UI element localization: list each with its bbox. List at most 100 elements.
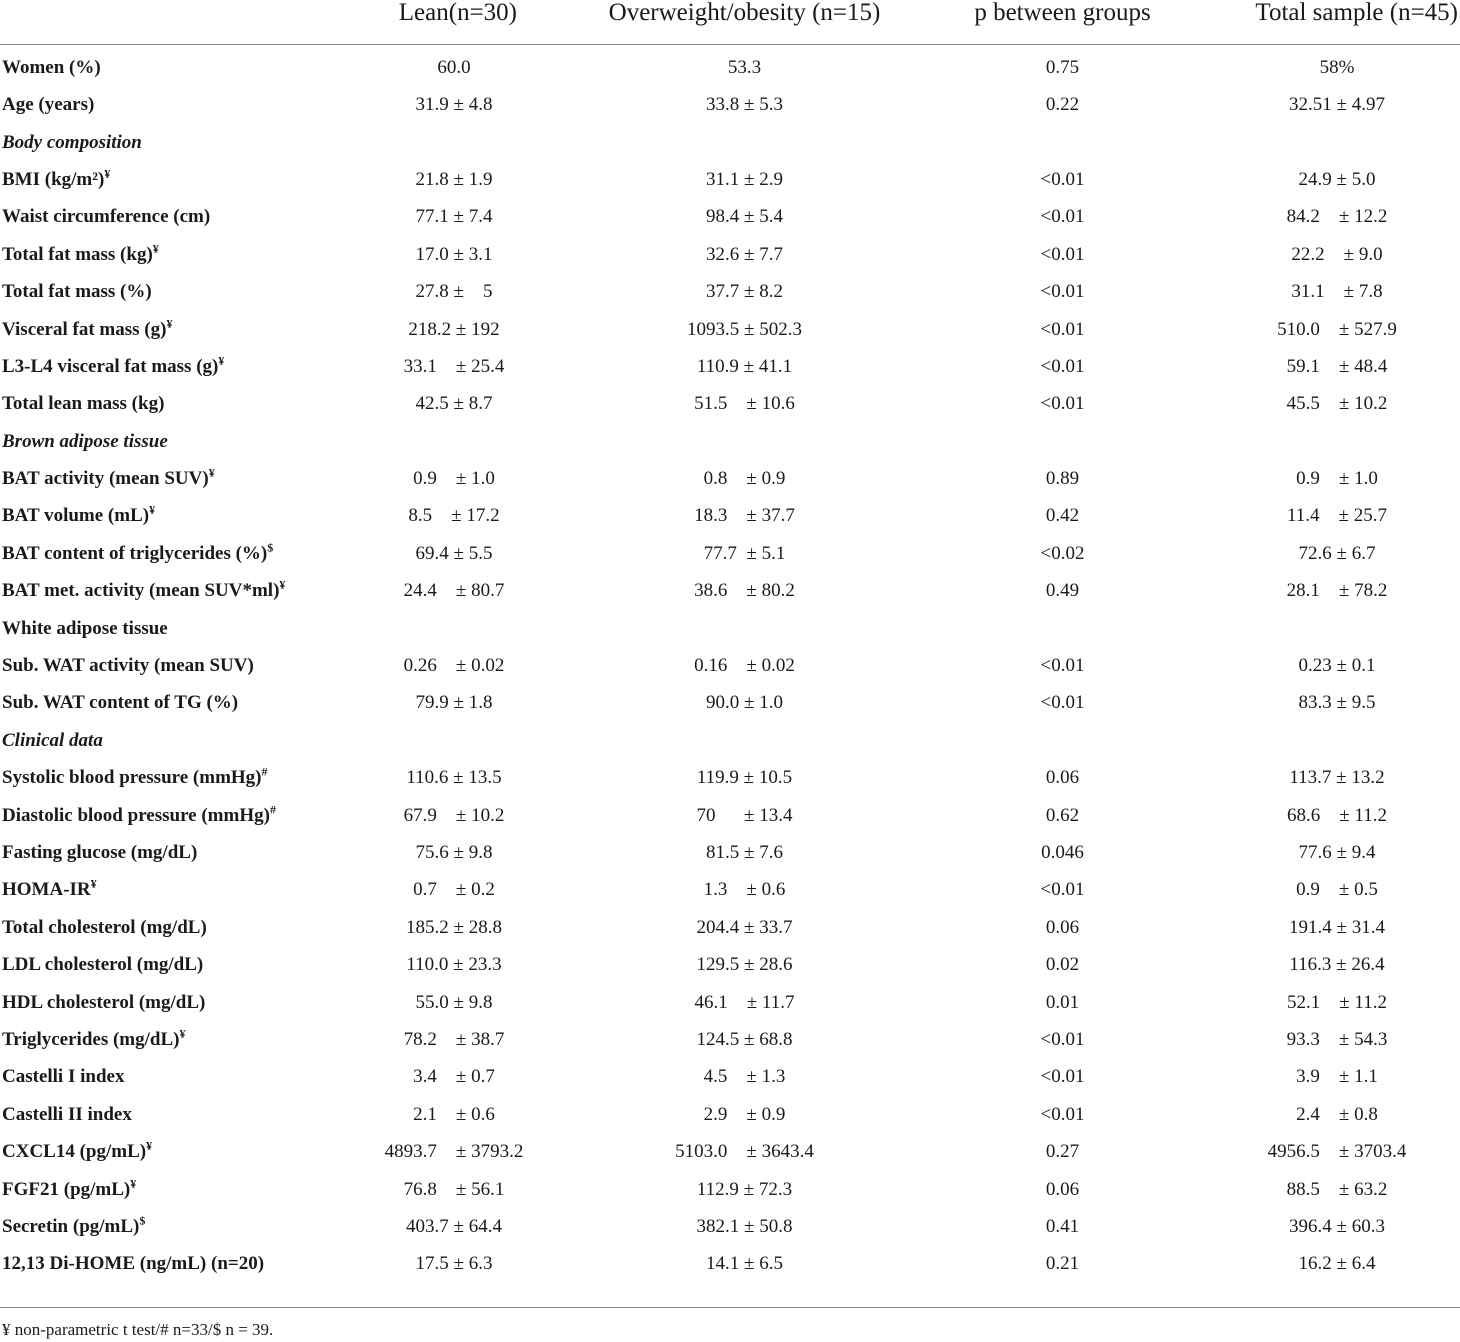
table-row: Age (years) 31.9 ± 4.8 33.8 ± 5.3 0.22 32.51… — [0, 86, 1460, 123]
table-row: BAT activity (mean SUV)¥ 0.9 ± 1.0 0.8 ± 0… — [0, 460, 1460, 497]
value-p: 0.22 — [1045, 94, 1080, 116]
row-label-cell: Sub. WAT activity (mean SUV) — [0, 647, 330, 684]
value-overweight-obesity: 0.8 ± 0.9 — [703, 468, 786, 490]
value-lean: 33.1 ± 25.4 — [403, 355, 505, 377]
value-total: 113.7 ± 13.2 — [1289, 767, 1385, 789]
value-lean: 79.9 ± 1.8 — [415, 692, 493, 714]
row-label: BAT activity (mean SUV) — [2, 468, 209, 490]
footnote-marker: ¥ — [218, 353, 225, 368]
row-label-cell: Total fat mass (kg)¥ — [0, 236, 330, 273]
row-label-cell: HDL cholesterol (mg/dL) — [0, 983, 330, 1020]
table-row: CXCL14 (pg/mL)¥ 4893.7 ± 3793.2 5103.0 ± 3… — [0, 1133, 1460, 1170]
footnote-marker: ¥ — [130, 1176, 137, 1191]
value-lean: 27.8 ± 5 — [415, 281, 493, 303]
row-label: Secretin (pg/mL) — [2, 1215, 140, 1237]
value-p: <0.01 — [1040, 655, 1085, 677]
table-row: FGF21 (pg/mL)¥ 76.8 ± 56.1 112.9 ± 72.3 0.0… — [0, 1170, 1460, 1207]
row-label-cell: HOMA-IR¥ — [0, 871, 330, 908]
value-lean: 8.5 ± 17.2 — [408, 505, 500, 527]
value-total: 116.3 ± 26.4 — [1289, 954, 1385, 976]
value-overweight-obesity: 124.5 ± 68.8 — [696, 1028, 793, 1050]
header-variable — [0, 0, 330, 45]
table-row: Sub. WAT activity (mean SUV) 0.26 ± 0.02 0… — [0, 647, 1460, 684]
section-title: Clinical data — [2, 729, 103, 751]
value-p: 0.046 — [1041, 842, 1084, 863]
table-bottom-rule — [0, 1307, 1460, 1308]
value-total: 28.1 ± 78.2 — [1286, 580, 1388, 602]
row-label: Triglycerides (mg/dL) — [2, 1028, 180, 1050]
row-label-cell: Total cholesterol (mg/dL) — [0, 909, 330, 946]
value-p: <0.01 — [1040, 393, 1085, 415]
value-p: <0.01 — [1040, 243, 1085, 265]
value-lean: 2.1 ± 0.6 — [413, 1103, 495, 1125]
row-label-cell: BAT met. activity (mean SUV*ml)¥ — [0, 572, 330, 609]
table-row: BAT content of triglycerides (%)$ 69.4 ± … — [0, 535, 1460, 572]
row-label-cell: CXCL14 (pg/mL)¥ — [0, 1133, 330, 1170]
row-label-cell: BAT content of triglycerides (%)$ — [0, 535, 330, 572]
row-label-cell: Age (years) — [0, 86, 330, 123]
row-label: Total fat mass (%) — [2, 281, 152, 303]
value-p: <0.02 — [1040, 542, 1085, 564]
table-row: Women (%) 60.0 53.3 0.75 58% — [0, 45, 1460, 87]
value-overweight-obesity: 81.5 ± 7.6 — [706, 842, 783, 863]
row-label: Waist circumference (cm) — [2, 206, 211, 228]
table-body: Women (%) 60.0 53.3 0.75 58% Age (years) 31.9 … — [0, 45, 1460, 1283]
value-lean: 60.0 — [437, 57, 471, 78]
value-overweight-obesity: 2.9 ± 0.9 — [703, 1103, 786, 1125]
table-row: Sub. WAT content of TG (%) 79.9 ± 1.8 90.0… — [0, 684, 1460, 721]
table-row: BMI (kg/m²)¥ 21.8 ± 1.9 31.1 ± 2.9 <0.01 24.… — [0, 161, 1460, 198]
value-lean: 67.9 ± 10.2 — [403, 804, 505, 826]
value-overweight-obesity: 33.8 ± 5.3 — [706, 94, 783, 116]
characteristics-table: Lean(n=30) Overweight/obesity (n=15) p b… — [0, 0, 1460, 1283]
value-total: 68.6 ± 11.2 — [1287, 804, 1387, 826]
value-p: <0.01 — [1040, 879, 1085, 901]
footnote-marker: ¥ — [166, 316, 173, 331]
value-overweight-obesity: 31.1 ± 2.9 — [706, 168, 783, 190]
table-row: 12,13 Di-HOME (ng/mL) (n=20) 17.5 ± 6.3 14… — [0, 1245, 1460, 1282]
value-overweight-obesity: 129.5 ± 28.6 — [696, 954, 793, 976]
row-label-cell: BAT volume (mL)¥ — [0, 497, 330, 534]
table-row: Secretin (pg/mL)$ 403.7 ± 64.4 382.1 ± 50.… — [0, 1208, 1460, 1245]
value-p: <0.01 — [1040, 206, 1085, 228]
table-row: Castelli I index 3.4 ± 0.7 4.5 ± 1.3 <0.01 3… — [0, 1058, 1460, 1095]
row-label: Sub. WAT content of TG (%) — [2, 692, 239, 714]
value-total: 83.3 ± 9.5 — [1298, 692, 1376, 714]
header-lean: Lean(n=30) — [330, 0, 578, 45]
value-overweight-obesity: 112.9 ± 72.3 — [696, 1178, 793, 1200]
value-p: <0.01 — [1040, 318, 1085, 340]
footnote-marker: ¥ — [149, 503, 156, 518]
value-total: 3.9 ± 1.1 — [1296, 1066, 1378, 1088]
value-total: 2.4 ± 0.8 — [1296, 1103, 1378, 1125]
value-total: 11.4 ± 25.7 — [1287, 505, 1387, 527]
value-overweight-obesity: 110.9 ± 41.1 — [696, 355, 793, 377]
value-total: 396.4 ± 60.3 — [1289, 1215, 1385, 1237]
row-label: Visceral fat mass (g) — [2, 318, 167, 340]
section-row: Brown adipose tissue — [0, 423, 1460, 460]
value-overweight-obesity: 77.7 ± 5.1 — [703, 542, 786, 564]
footnote-marker: ¥ — [208, 465, 215, 480]
value-p: <0.01 — [1040, 168, 1085, 190]
value-p: 0.21 — [1045, 1253, 1080, 1275]
value-total: 52.1 ± 11.2 — [1287, 991, 1387, 1013]
row-label-cell: BMI (kg/m²)¥ — [0, 161, 330, 198]
value-overweight-obesity: 0.16 ± 0.02 — [694, 655, 795, 677]
value-overweight-obesity: 1.3 ± 0.6 — [703, 879, 786, 901]
value-total: 32.51 ± 4.97 — [1289, 94, 1385, 116]
section-title: White adipose tissue — [2, 617, 168, 639]
value-lean: 77.1 ± 7.4 — [415, 206, 493, 228]
value-lean: 42.5 ± 8.7 — [415, 393, 493, 415]
footnote-marker: $ — [139, 1213, 146, 1228]
header-p-between-groups: p between groups — [911, 0, 1214, 45]
row-label: Systolic blood pressure (mmHg) — [2, 767, 262, 789]
row-label: BAT volume (mL) — [2, 505, 150, 527]
table-row: HDL cholesterol (mg/dL) 55.0 ± 9.8 46.1 ± … — [0, 983, 1460, 1020]
row-label-cell: Total fat mass (%) — [0, 273, 330, 310]
row-label-cell: Castelli I index — [0, 1058, 330, 1095]
table-row: Systolic blood pressure (mmHg)# 110.6 ± 1… — [0, 759, 1460, 796]
row-label-cell: Waist circumference (cm) — [0, 198, 330, 235]
table-header: Lean(n=30) Overweight/obesity (n=15) p b… — [0, 0, 1460, 45]
value-total: 93.3 ± 54.3 — [1286, 1028, 1388, 1050]
value-total: 84.2 ± 12.2 — [1286, 206, 1388, 228]
footnote-marker: ¥ — [179, 1026, 186, 1041]
table-row: Triglycerides (mg/dL)¥ 78.2 ± 38.7 124.5 ±… — [0, 1021, 1460, 1058]
